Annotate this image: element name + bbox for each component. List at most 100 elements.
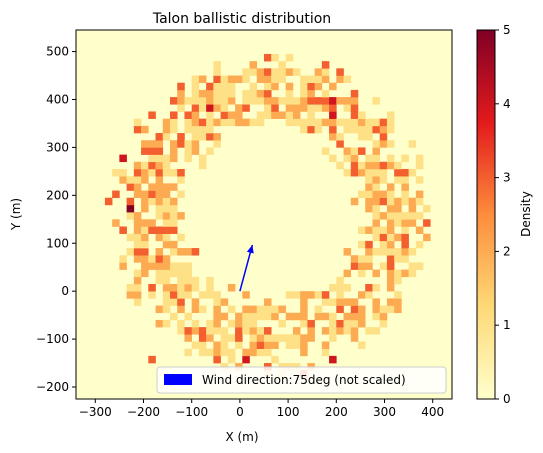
heatmap-cell <box>126 183 135 191</box>
heatmap-cell <box>336 291 344 299</box>
heatmap-cell <box>329 97 337 105</box>
heatmap-cell <box>300 97 308 105</box>
heatmap-cell <box>386 226 395 234</box>
heatmap-cell <box>271 68 279 76</box>
heatmap-cell <box>213 118 221 127</box>
y-tick-label: 100 <box>46 236 69 250</box>
heatmap-cell <box>300 298 308 306</box>
heatmap-cell <box>126 291 135 299</box>
heatmap-cell <box>271 334 279 342</box>
heatmap-cell <box>329 82 337 91</box>
heatmap-cell <box>285 104 294 112</box>
heatmap-cell <box>249 348 258 357</box>
heatmap-cell <box>177 291 185 299</box>
x-tick-label: −300 <box>79 405 112 419</box>
heatmap-cell <box>365 168 373 177</box>
heatmap-cell <box>386 298 395 306</box>
heatmap-cell <box>358 341 366 349</box>
heatmap-cell <box>206 276 214 285</box>
heatmap-cell <box>365 197 373 206</box>
heatmap-cell <box>184 262 192 270</box>
heatmap-cell <box>227 334 236 342</box>
heatmap-cell <box>162 204 171 213</box>
heatmap-cell <box>191 97 200 105</box>
heatmap-cell <box>372 269 380 278</box>
heatmap-cell <box>401 176 409 184</box>
heatmap-cell <box>314 312 323 321</box>
heatmap-cell <box>300 305 308 314</box>
heatmap-cell <box>155 212 164 220</box>
heatmap-cell <box>264 97 272 105</box>
heatmap-cell <box>148 147 156 155</box>
heatmap-cell <box>271 97 279 105</box>
heatmap-cell <box>394 161 402 170</box>
heatmap-cell <box>321 348 330 357</box>
heatmap-cell <box>321 327 330 335</box>
heatmap-cell <box>133 269 142 278</box>
heatmap-cell <box>213 89 221 98</box>
heatmap-cell <box>235 334 243 342</box>
heatmap-cell <box>126 248 135 256</box>
heatmap-cell <box>148 355 156 364</box>
heatmap-cell <box>170 226 178 234</box>
heatmap-cell <box>321 312 330 321</box>
heatmap-cell <box>300 319 308 328</box>
heatmap-cell <box>155 319 164 328</box>
heatmap-cell <box>285 291 294 299</box>
heatmap-cell <box>372 298 380 306</box>
heatmap-cell <box>155 140 164 148</box>
heatmap-cell <box>227 283 236 292</box>
heatmap-cell <box>394 305 402 314</box>
heatmap-cell <box>358 118 366 127</box>
heatmap-cell <box>133 168 142 177</box>
heatmap-cell <box>285 111 294 119</box>
heatmap-cell <box>314 68 323 76</box>
heatmap-cell <box>401 248 409 256</box>
heatmap-cell <box>220 82 229 91</box>
heatmap-cell <box>155 269 164 278</box>
x-tick-label: 200 <box>325 405 348 419</box>
heatmap-cell <box>386 283 395 292</box>
heatmap-cell <box>191 248 200 256</box>
heatmap-cell <box>394 168 402 177</box>
heatmap-cell <box>184 154 192 163</box>
heatmap-cell <box>300 291 308 299</box>
heatmap-cell <box>372 140 380 148</box>
heatmap-cell <box>177 269 185 278</box>
heatmap-cell <box>184 283 192 292</box>
heatmap-cell <box>314 82 323 91</box>
heatmap-cell <box>249 89 258 98</box>
heatmap-cell <box>350 118 359 127</box>
heatmap-cell <box>343 327 352 335</box>
heatmap-cell <box>249 68 258 76</box>
heatmap-cell <box>177 283 185 292</box>
heatmap-cell <box>177 140 185 148</box>
heatmap-cell <box>408 269 417 278</box>
heatmap-cell <box>343 248 352 256</box>
heatmap-cell <box>292 111 301 119</box>
heatmap-cell <box>227 97 236 105</box>
heatmap-cells <box>76 30 452 399</box>
chart-title: Talon ballistic distribution <box>152 11 331 27</box>
heatmap-cell <box>170 118 178 127</box>
y-axis-ticks: −200 −100 0 100 200 300 400 500 <box>36 45 76 394</box>
heatmap-cell <box>264 334 272 342</box>
heatmap-cell <box>141 226 149 234</box>
heatmap-cell <box>170 291 178 299</box>
heatmap-cell <box>350 305 359 314</box>
heatmap-cell <box>198 89 207 98</box>
heatmap-cell <box>177 276 185 285</box>
heatmap-cell <box>162 276 171 285</box>
heatmap-cell <box>235 111 243 119</box>
heatmap-cell <box>372 204 380 213</box>
heatmap-cell <box>227 348 236 357</box>
heatmap-cell <box>206 104 214 112</box>
heatmap-cell <box>372 183 380 191</box>
heatmap-cell <box>386 248 395 256</box>
heatmap-cell <box>141 255 149 263</box>
heatmap-cell <box>394 269 402 278</box>
heatmap-cell <box>155 197 164 206</box>
heatmap-cell <box>162 168 171 177</box>
heatmap-cell <box>155 190 164 199</box>
